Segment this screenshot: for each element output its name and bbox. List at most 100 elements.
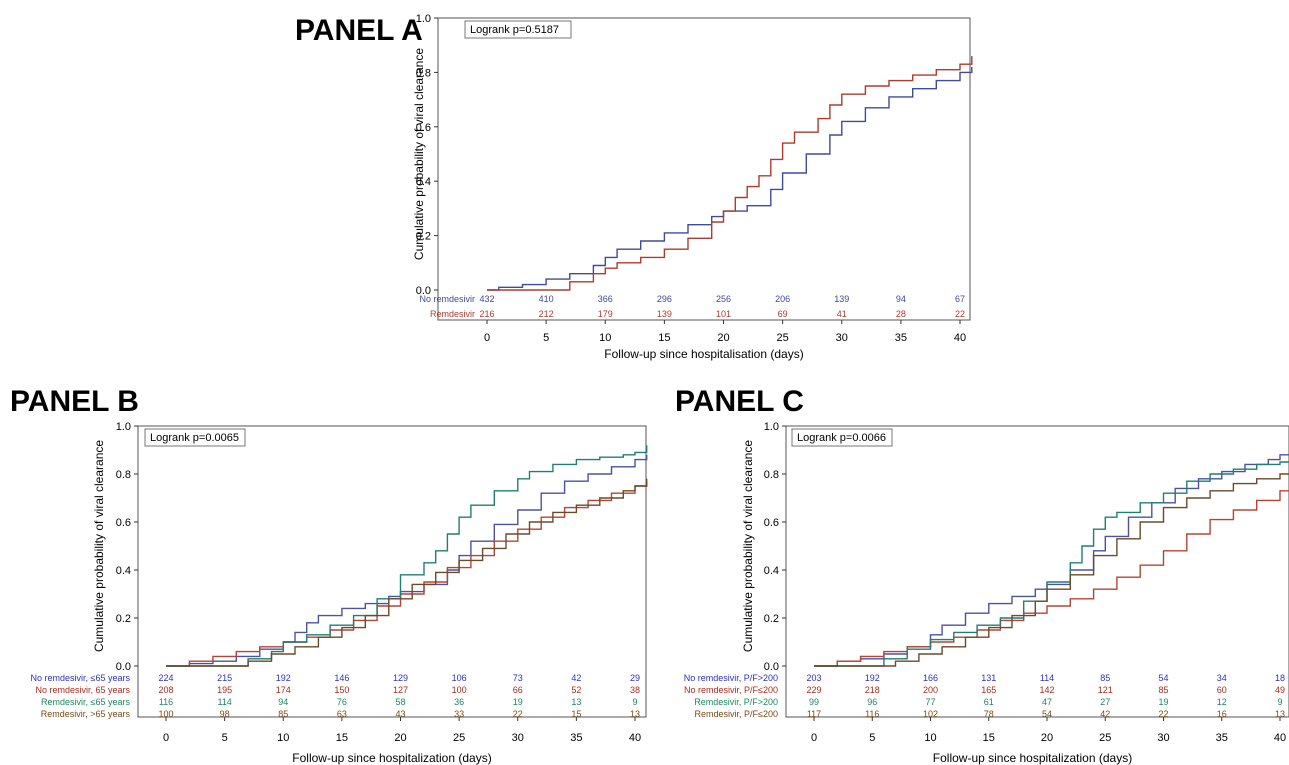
risk-row-label: Remdesivir, ≤65 years <box>41 697 130 707</box>
risk-count: 69 <box>778 309 788 319</box>
series-line <box>166 478 648 667</box>
risk-count: 117 <box>807 709 821 719</box>
x-tick-label: 5 <box>222 732 228 744</box>
risk-count: 100 <box>158 709 173 719</box>
risk-count: 192 <box>865 673 880 683</box>
risk-count: 85 <box>1158 685 1168 695</box>
risk-row-label: No remdesivir, P/F≤200 <box>684 685 778 695</box>
panel-c: PANEL C 0.0 0.2 0.4 0.6 0.8 1.0 0 5 10 15 20 25 30 35 4… <box>675 385 1289 765</box>
x-tick-label: 25 <box>1099 732 1111 744</box>
risk-count: 146 <box>334 673 349 683</box>
x-tick-label: 15 <box>336 732 348 744</box>
risk-count: 47 <box>1042 697 1052 707</box>
risk-count: 96 <box>867 697 877 707</box>
y-tick-label: 0.0 <box>116 661 131 673</box>
plot-frame <box>137 425 647 718</box>
y-tick-label: 0.8 <box>764 469 779 481</box>
risk-count: 38 <box>630 685 640 695</box>
risk-row-label: Remdesivir, >65 years <box>41 709 131 719</box>
risk-count: 43 <box>395 709 405 719</box>
plot-frame <box>785 425 1289 718</box>
risk-count: 94 <box>278 697 288 707</box>
risk-row-label: No remdesivir, 65 years <box>35 685 130 695</box>
risk-count: 101 <box>716 309 731 319</box>
x-tick-label: 15 <box>983 732 995 744</box>
x-tick-label: 10 <box>924 732 936 744</box>
risk-count: 195 <box>217 685 232 695</box>
logrank-box <box>791 428 893 447</box>
x-tick-label: 0 <box>484 332 490 344</box>
x-tick-label: 25 <box>453 732 465 744</box>
risk-count: 215 <box>217 673 232 683</box>
panel-a: PANEL A 0.0 0.2 0.4 0.6 0.8 1.0 0 5 10 15 20 25 30 35 4… <box>295 13 973 361</box>
x-tick-label: 0 <box>811 732 817 744</box>
x-tick-label: 20 <box>1041 732 1053 744</box>
risk-count: 58 <box>395 697 405 707</box>
risk-count: 366 <box>598 294 613 304</box>
risk-row-label: Remdesivir, P/F>200 <box>694 697 778 707</box>
x-tick-label: 0 <box>163 732 169 744</box>
risk-count: 114 <box>1040 673 1054 683</box>
risk-count: 216 <box>479 309 494 319</box>
x-tick-label: 30 <box>512 732 524 744</box>
risk-count: 9 <box>632 697 637 707</box>
risk-count: 63 <box>337 709 347 719</box>
risk-count: 28 <box>896 309 906 319</box>
risk-count: 142 <box>1039 685 1054 695</box>
risk-count: 150 <box>334 685 349 695</box>
y-tick-label: 0.0 <box>416 285 431 297</box>
series-line <box>166 454 648 667</box>
risk-count: 18 <box>1275 673 1285 683</box>
series-line <box>487 67 973 291</box>
x-tick-label: 20 <box>394 732 406 744</box>
x-axis-label: Follow-up since hospitalisation (days) <box>604 347 803 361</box>
series-line <box>487 56 973 291</box>
risk-count: 121 <box>1098 685 1113 695</box>
y-axis-label: Cumulative probability of viral clearanc… <box>412 48 426 260</box>
panel-b: PANEL B 0.0 0.2 0.4 0.6 0.8 1.0 0 5 10 15 20 25 30 35 4… <box>10 385 648 765</box>
risk-count: 85 <box>278 709 288 719</box>
x-tick-label: 35 <box>570 732 582 744</box>
risk-count: 206 <box>775 294 790 304</box>
logrank-annotation: Logrank p=0.0065 <box>150 432 239 444</box>
risk-row-label: No remdesivir, P/F>200 <box>684 673 778 683</box>
y-tick-label: 0.2 <box>764 613 779 625</box>
risk-count: 42 <box>571 673 581 683</box>
risk-row-label: No remdesivir, ≤65 years <box>31 673 131 683</box>
x-tick-label: 5 <box>869 732 875 744</box>
risk-count: 139 <box>657 309 672 319</box>
risk-count: 192 <box>276 673 291 683</box>
risk-count: 19 <box>1158 697 1168 707</box>
risk-row-label: Remdesivir, P/F≤200 <box>695 709 778 719</box>
risk-count: 116 <box>159 697 173 707</box>
risk-count: 66 <box>513 685 523 695</box>
risk-count: 98 <box>220 709 230 719</box>
y-tick-label: 1.0 <box>416 13 431 25</box>
risk-count: 208 <box>158 685 173 695</box>
x-tick-label: 15 <box>658 332 670 344</box>
risk-count: 212 <box>539 309 554 319</box>
risk-count: 166 <box>923 673 938 683</box>
risk-count: 27 <box>1100 697 1110 707</box>
risk-row-label: No remdesivir <box>419 294 475 304</box>
series-line <box>814 454 1289 667</box>
x-tick-label: 30 <box>1157 732 1169 744</box>
x-tick-label: 30 <box>836 332 848 344</box>
x-tick-label: 40 <box>629 732 641 744</box>
risk-count: 131 <box>981 673 996 683</box>
risk-count: 60 <box>1217 685 1227 695</box>
logrank-annotation: Logrank p=0.5187 <box>470 24 559 36</box>
y-tick-label: 1.0 <box>116 421 131 433</box>
y-tick-label: 0.8 <box>416 67 431 79</box>
risk-count: 85 <box>1100 673 1110 683</box>
risk-count: 16 <box>1217 709 1227 719</box>
y-tick-label: 1.0 <box>764 421 779 433</box>
plot-frame <box>437 17 971 321</box>
x-tick-label: 10 <box>599 332 611 344</box>
y-tick-label: 0.0 <box>764 661 779 673</box>
x-tick-label: 35 <box>1216 732 1228 744</box>
risk-count: 100 <box>452 685 467 695</box>
y-tick-label: 0.2 <box>416 231 431 243</box>
risk-count: 139 <box>834 294 849 304</box>
